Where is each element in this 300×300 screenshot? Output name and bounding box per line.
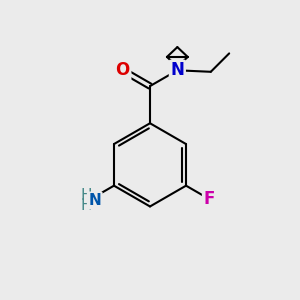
- Text: O: O: [116, 61, 130, 79]
- Text: N: N: [88, 193, 101, 208]
- Text: F: F: [203, 190, 215, 208]
- Text: H: H: [81, 198, 92, 213]
- Text: N: N: [170, 61, 184, 79]
- Text: H: H: [81, 188, 92, 203]
